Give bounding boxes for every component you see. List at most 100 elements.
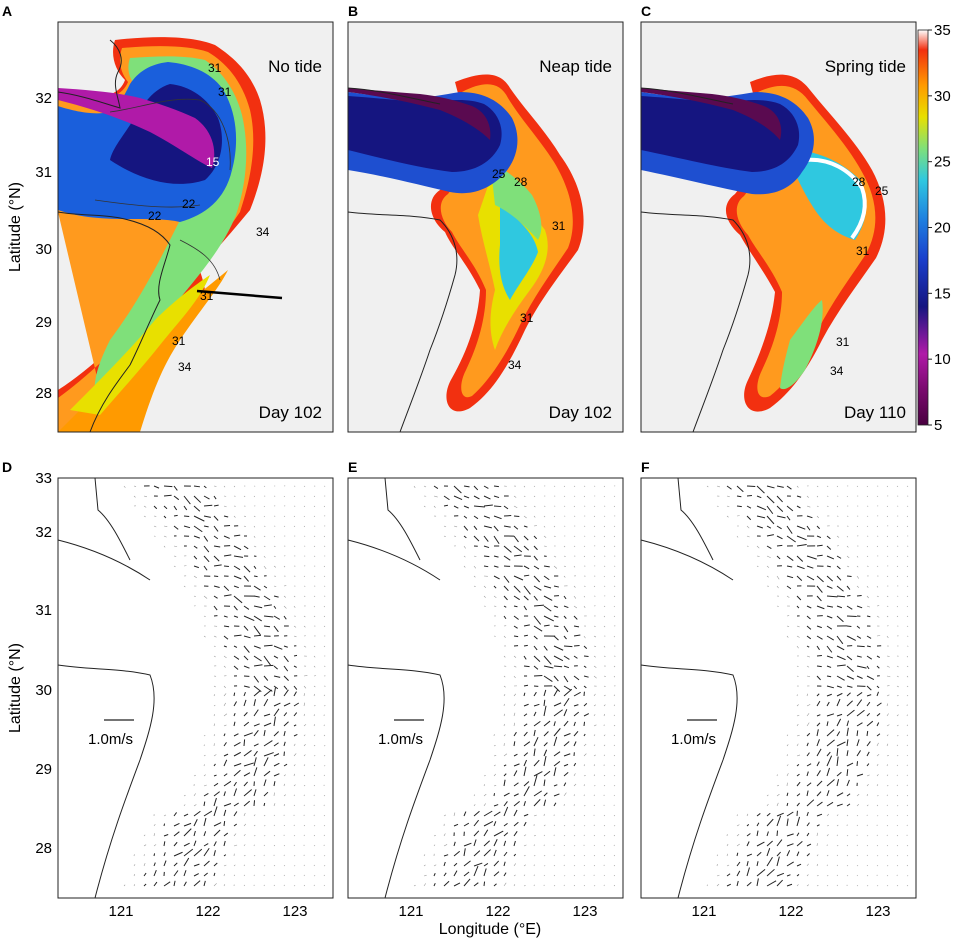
current-vector: [153, 505, 158, 510]
current-vector: [163, 814, 167, 817]
current-vector: [233, 788, 238, 797]
current-vector: [473, 810, 480, 817]
current-vector: [776, 851, 781, 857]
current-vector: [133, 873, 136, 877]
current-vector: [876, 495, 879, 497]
current-vector: [816, 824, 820, 827]
current-vector: [766, 485, 775, 489]
current-vector: [796, 665, 799, 668]
current-vector: [533, 604, 545, 607]
current-vector: [203, 831, 207, 837]
current-vector: [786, 734, 789, 737]
panel-b-contour-4: 34: [508, 358, 522, 372]
current-vector: [533, 565, 540, 570]
current-vector: [243, 789, 252, 797]
current-vector: [283, 655, 289, 663]
current-vector: [243, 605, 250, 610]
current-vector: [836, 692, 843, 697]
current-vector: [786, 575, 794, 579]
current-vector: [553, 605, 559, 608]
current-vector: [756, 515, 766, 519]
current-vector: [233, 575, 242, 580]
current-vector: [816, 535, 822, 539]
current-vector: [293, 515, 296, 518]
current-vector: [443, 504, 449, 507]
current-vector: [806, 832, 810, 837]
current-vector: [573, 874, 576, 877]
current-vector: [523, 864, 526, 867]
current-vector: [553, 685, 561, 693]
current-vector: [253, 864, 255, 867]
current-vector: [603, 704, 606, 707]
current-vector: [603, 675, 607, 677]
panel-f-vectors: [706, 485, 909, 887]
current-vector: [553, 555, 557, 558]
current-vector: [553, 615, 559, 618]
current-vector: [503, 585, 509, 592]
current-vector: [543, 605, 552, 612]
current-vector: [583, 814, 586, 817]
current-vector: [233, 874, 236, 877]
current-vector: [806, 763, 812, 767]
current-vector: [906, 625, 909, 627]
current-vector: [806, 635, 812, 640]
current-vector: [583, 675, 589, 678]
current-vector: [796, 802, 800, 807]
current-vector: [776, 839, 783, 847]
current-vector: [323, 694, 326, 697]
current-vector: [816, 554, 823, 557]
current-vector: [173, 525, 179, 530]
current-vector: [896, 565, 899, 567]
current-vector: [283, 675, 289, 681]
current-vector: [603, 615, 606, 618]
current-vector: [603, 515, 606, 517]
current-vector: [856, 761, 859, 767]
current-vector: [836, 585, 844, 592]
current-vector: [603, 814, 606, 817]
current-vector: [503, 851, 508, 857]
current-vector: [846, 793, 851, 797]
current-vector: [796, 704, 799, 707]
current-vector: [816, 843, 818, 847]
current-vector: [866, 864, 868, 867]
current-vector: [513, 585, 521, 593]
current-vector: [153, 853, 156, 857]
current-vector: [213, 754, 217, 757]
current-vector: [866, 844, 869, 847]
current-vector: [736, 843, 740, 847]
current-vector: [896, 525, 899, 527]
current-vector: [856, 885, 859, 887]
current-vector: [816, 780, 823, 787]
current-vector: [283, 595, 286, 598]
current-vector: [273, 565, 277, 568]
current-vector: [573, 884, 576, 887]
current-vector: [886, 875, 889, 877]
current-vector: [826, 585, 833, 589]
current-vector: [826, 779, 835, 787]
current-vector: [213, 515, 219, 521]
current-vector: [323, 505, 326, 508]
current-vector: [533, 737, 539, 747]
current-vector: [786, 883, 793, 887]
current-vector: [826, 751, 831, 757]
current-vector: [513, 763, 520, 767]
current-vector: [543, 720, 551, 727]
current-vector: [716, 854, 719, 857]
current-vector: [323, 855, 326, 857]
current-vector: [886, 824, 889, 827]
current-vector: [203, 847, 210, 857]
current-vector: [123, 884, 126, 887]
current-vector: [283, 865, 286, 867]
current-vector: [563, 545, 566, 548]
panel-d-coast: [57, 477, 155, 899]
current-vector: [293, 635, 297, 638]
x-tick-label: 121: [691, 903, 716, 920]
current-vector: [756, 861, 759, 867]
current-vector: [203, 565, 208, 571]
current-vector: [736, 824, 740, 827]
current-vector: [323, 575, 326, 577]
current-vector: [243, 665, 250, 669]
current-vector: [533, 835, 536, 837]
panel-a-contour-0: 31: [208, 61, 222, 75]
current-vector: [786, 818, 789, 827]
